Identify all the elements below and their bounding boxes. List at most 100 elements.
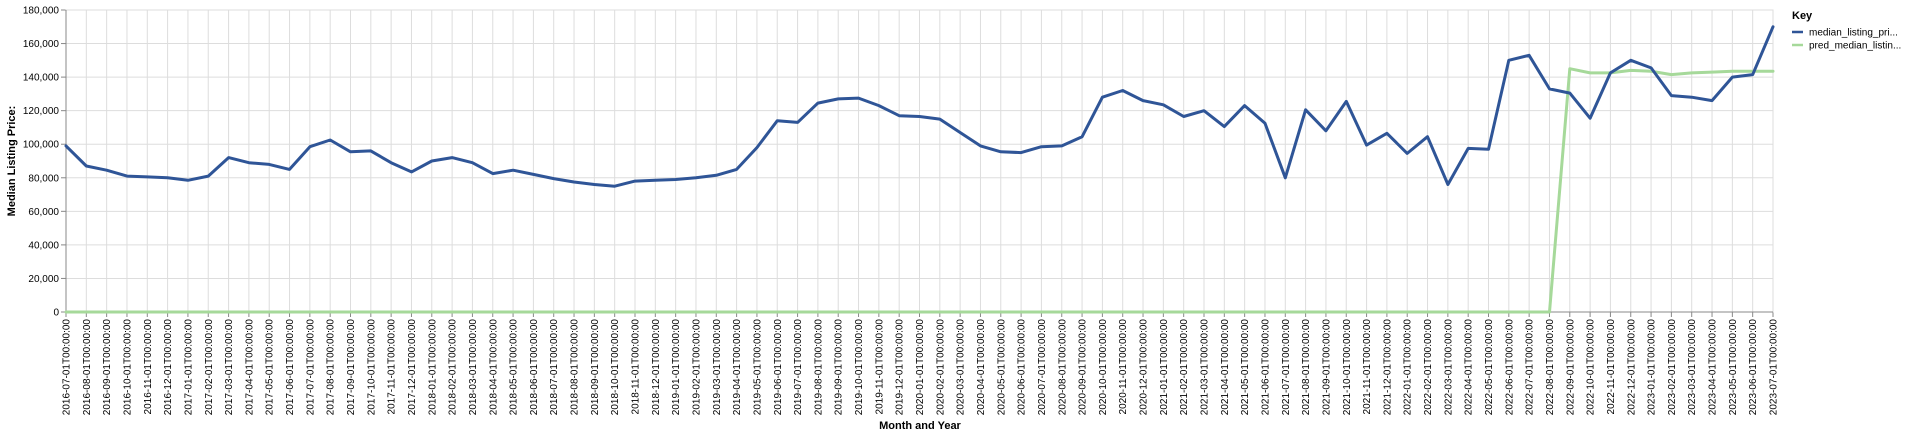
x-tick-label: 2020-08-01T00:00:00 xyxy=(1057,319,1068,416)
x-tick-label: 2019-04-01T00:00:00 xyxy=(732,319,743,416)
x-tick-label: 2018-02-01T00:00:00 xyxy=(448,319,459,416)
x-tick-label: 2018-08-01T00:00:00 xyxy=(570,319,581,416)
x-tick-label: 2020-03-01T00:00:00 xyxy=(956,319,967,416)
legend-label: median_listing_pri... xyxy=(1809,28,1898,39)
x-tick-label: 2016-07-01T00:00:00 xyxy=(62,319,73,416)
x-tick-label: 2018-12-01T00:00:00 xyxy=(651,319,662,416)
x-tick-label: 2017-11-01T00:00:00 xyxy=(387,319,398,415)
y-tick-label: 180,000 xyxy=(23,6,60,17)
y-tick-label: 80,000 xyxy=(28,173,59,184)
x-tick-label: 2018-10-01T00:00:00 xyxy=(610,319,621,416)
series-lines xyxy=(64,25,1775,314)
x-tick-label: 2020-10-01T00:00:00 xyxy=(1098,319,1109,416)
x-tick-label: 2020-05-01T00:00:00 xyxy=(996,319,1007,416)
x-tick-label: 2018-04-01T00:00:00 xyxy=(488,319,499,416)
x-tick-label: 2022-04-01T00:00:00 xyxy=(1464,319,1475,416)
x-tick-label: 2021-02-01T00:00:00 xyxy=(1179,319,1190,416)
x-tick-label: 2022-12-01T00:00:00 xyxy=(1626,319,1637,416)
series-line-1 xyxy=(64,67,1775,314)
x-tick-label: 2022-07-01T00:00:00 xyxy=(1525,319,1536,416)
y-tick-label: 100,000 xyxy=(23,140,60,151)
x-tick-label: 2021-11-01T00:00:00 xyxy=(1362,319,1373,415)
x-tick-label: 2021-04-01T00:00:00 xyxy=(1220,319,1231,416)
x-tick-label: 2017-03-01T00:00:00 xyxy=(224,319,235,416)
x-tick-label: 2021-12-01T00:00:00 xyxy=(1382,319,1393,416)
x-tick-label: 2021-06-01T00:00:00 xyxy=(1260,319,1271,416)
x-tick-label: 2019-11-01T00:00:00 xyxy=(874,319,885,415)
x-tick-label: 2019-03-01T00:00:00 xyxy=(712,319,723,416)
y-tick-label: 60,000 xyxy=(28,207,59,218)
x-tick-label: 2018-03-01T00:00:00 xyxy=(468,319,479,416)
axes xyxy=(61,9,1774,317)
x-tick-label: 2017-02-01T00:00:00 xyxy=(204,319,215,416)
x-tick-label: 2022-09-01T00:00:00 xyxy=(1565,319,1576,416)
y-tick-label: 160,000 xyxy=(23,39,60,50)
x-tick-label: 2021-05-01T00:00:00 xyxy=(1240,319,1251,416)
y-tick-label: 20,000 xyxy=(28,274,59,285)
x-tick-label: 2018-01-01T00:00:00 xyxy=(427,319,438,416)
legend: Key median_listing_pri... pred_median_lis… xyxy=(1792,10,1901,52)
x-tick-label: 2017-12-01T00:00:00 xyxy=(407,319,418,416)
x-tick-label: 2021-03-01T00:00:00 xyxy=(1200,319,1211,416)
x-tick-label: 2017-01-01T00:00:00 xyxy=(183,319,194,416)
x-tick-label: 2022-11-01T00:00:00 xyxy=(1606,319,1617,415)
x-axis-title: Month and Year xyxy=(879,420,961,432)
x-tick-label: 2017-06-01T00:00:00 xyxy=(285,319,296,416)
x-tick-label: 2023-01-01T00:00:00 xyxy=(1647,319,1658,416)
x-tick-label: 2017-07-01T00:00:00 xyxy=(305,319,316,416)
x-tick-label: 2020-12-01T00:00:00 xyxy=(1139,319,1150,416)
x-tick-label: 2021-08-01T00:00:00 xyxy=(1301,319,1312,416)
legend-items: median_listing_pri... pred_median_listin.… xyxy=(1792,28,1901,52)
x-tick-label: 2020-11-01T00:00:00 xyxy=(1118,319,1129,415)
x-tick-label: 2023-07-01T00:00:00 xyxy=(1769,319,1780,416)
x-tick-label: 2018-06-01T00:00:00 xyxy=(529,319,540,416)
gridlines xyxy=(65,9,1774,313)
x-tick-label: 2023-04-01T00:00:00 xyxy=(1708,319,1719,416)
x-tick-label: 2021-07-01T00:00:00 xyxy=(1281,319,1292,416)
x-tick-label: 2018-07-01T00:00:00 xyxy=(549,319,560,416)
x-tick-label: 2019-08-01T00:00:00 xyxy=(813,319,824,416)
x-tick-label: 2022-06-01T00:00:00 xyxy=(1504,319,1515,416)
x-tick-label: 2018-11-01T00:00:00 xyxy=(631,319,642,415)
x-tick-label: 2016-10-01T00:00:00 xyxy=(122,319,133,416)
x-tick-label: 2016-09-01T00:00:00 xyxy=(102,319,113,416)
y-axis-title: Median Listing Price: xyxy=(6,106,18,217)
x-tick-label: 2020-07-01T00:00:00 xyxy=(1037,319,1048,416)
x-tick-label: 2018-05-01T00:00:00 xyxy=(509,319,520,416)
x-tick-label: 2020-01-01T00:00:00 xyxy=(915,319,926,416)
x-tick-label: 2021-01-01T00:00:00 xyxy=(1159,319,1170,416)
y-tick-label: 140,000 xyxy=(23,73,60,84)
legend-label: pred_median_listin... xyxy=(1809,41,1901,52)
x-tick-label: 2017-10-01T00:00:00 xyxy=(366,319,377,416)
x-tick-label: 2017-09-01T00:00:00 xyxy=(346,319,357,416)
x-tick-label: 2019-10-01T00:00:00 xyxy=(854,319,865,416)
x-tick-label: 2022-10-01T00:00:00 xyxy=(1586,319,1597,416)
x-tick-label: 2022-02-01T00:00:00 xyxy=(1423,319,1434,416)
x-tick-label: 2017-08-01T00:00:00 xyxy=(326,319,337,416)
x-tick-label: 2020-06-01T00:00:00 xyxy=(1017,319,1028,416)
x-tick-label: 2016-12-01T00:00:00 xyxy=(163,319,174,416)
x-tick-label: 2023-05-01T00:00:00 xyxy=(1728,319,1739,416)
x-tick-label: 2019-05-01T00:00:00 xyxy=(752,319,763,416)
x-tick-label: 2021-09-01T00:00:00 xyxy=(1321,319,1332,416)
x-tick-label: 2016-11-01T00:00:00 xyxy=(143,319,154,415)
legend-title: Key xyxy=(1792,10,1813,22)
x-tick-label: 2019-09-01T00:00:00 xyxy=(834,319,845,416)
y-tick-label: 120,000 xyxy=(23,106,60,117)
x-tick-label: 2022-01-01T00:00:00 xyxy=(1403,319,1414,416)
series-line-0 xyxy=(64,25,1775,188)
x-tick-label: 2019-01-01T00:00:00 xyxy=(671,319,682,416)
y-tick-labels: 0 20,000 40,000 60,000 80,000 100,000 120,000 1… xyxy=(23,6,60,319)
x-tick-label: 2021-10-01T00:00:00 xyxy=(1342,319,1353,416)
x-tick-label: 2022-08-01T00:00:00 xyxy=(1545,319,1556,416)
x-tick-labels: 2016-07-01T00:00:00 2016-08-01T00:00:00 20… xyxy=(62,319,1780,416)
x-tick-label: 2019-12-01T00:00:00 xyxy=(895,319,906,416)
x-tick-label: 2019-06-01T00:00:00 xyxy=(773,319,784,416)
x-tick-label: 2023-06-01T00:00:00 xyxy=(1748,319,1759,416)
x-tick-label: 2022-03-01T00:00:00 xyxy=(1443,319,1454,416)
x-tick-label: 2016-08-01T00:00:00 xyxy=(82,319,93,416)
x-tick-label: 2017-04-01T00:00:00 xyxy=(244,319,255,416)
x-tick-label: 2019-07-01T00:00:00 xyxy=(793,319,804,416)
